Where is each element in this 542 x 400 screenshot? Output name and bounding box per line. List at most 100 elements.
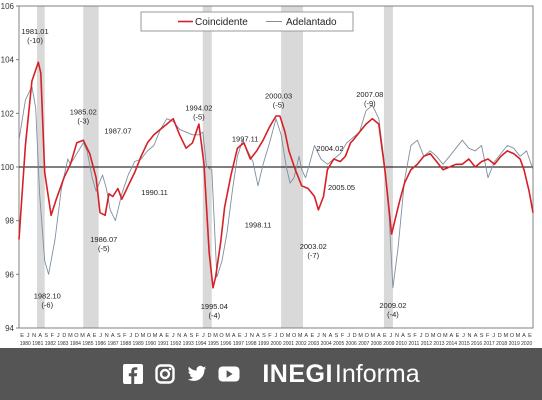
annotation-text: 1998.11 [245,220,272,229]
x-month-label: M [213,333,218,339]
x-month-label: M [80,333,85,339]
annotation-text: 1986.07 [90,235,117,244]
annotation-8: 1995.04(-4) [201,302,228,320]
x-month-label: E [93,333,97,339]
x-month-label: A [377,333,381,339]
annotation-11: 2004.02 [316,144,343,153]
x-month-label: A [256,333,260,339]
x-year-label: 2004 [321,341,332,347]
x-year-label: 1997 [233,341,244,347]
x-month-label: O [147,333,152,339]
annotation-text: 2000.03 [265,92,292,101]
x-month-label: M [516,333,521,339]
brand-logo[interactable]: INEGI Informa [262,360,419,389]
annotation-12: 2003.02(-7) [300,242,327,260]
x-month-label: O [365,333,370,339]
facebook-icon[interactable] [122,363,144,385]
legend-box [140,11,354,32]
annotation-text: 1994.02 [185,104,212,113]
x-month-label: O [219,333,224,339]
x-month-label: F [341,333,345,339]
x-month-label: J [27,333,30,339]
x-year-label: 1984 [70,341,81,347]
annotation-text: (-6) [41,300,53,309]
x-month-label: S [262,333,266,339]
x-month-label: F [413,333,417,339]
twitter-icon[interactable] [186,363,208,385]
x-month-label: A [111,333,115,339]
x-month-label: O [437,333,442,339]
annotation-3: 1987.07 [104,126,131,135]
x-year-label: 2002 [296,341,307,347]
x-year-label: 1993 [183,341,194,347]
x-year-label: 2019 [509,341,520,347]
x-year-label: 1999 [258,341,269,347]
x-month-label: A [304,333,308,339]
y-tick-label-4: 102 [1,109,15,118]
x-year-label: 2012 [421,341,432,347]
x-year-label: 1994 [195,341,206,347]
x-month-label: E [383,333,387,339]
x-month-label: F [486,333,490,339]
x-year-label: 2008 [371,341,382,347]
x-month-label: A [87,333,91,339]
annotation-text: 1987.07 [104,126,131,135]
x-year-label: 1991 [158,341,169,347]
y-tick-label-5: 104 [1,56,15,65]
legend-label-coincidente: Coincidente [195,17,248,28]
x-month-label: J [390,333,393,339]
x-month-label: A [522,333,526,339]
annotation-text: (-9) [364,99,376,108]
x-month-label: S [480,333,484,339]
x-year-label: 1988 [120,341,131,347]
x-month-label: M [225,333,230,339]
x-year-label: 2013 [433,341,444,347]
x-year-label: 2007 [358,341,369,347]
x-month-label: N [468,333,472,339]
instagram-icon[interactable] [154,363,176,385]
x-month-label: J [172,333,175,339]
x-month-label: A [329,333,333,339]
x-year-label: 1989 [133,341,144,347]
x-year-label: 2000 [270,341,281,347]
annotation-text: 1982.10 [34,291,61,300]
series-line-coincidente [18,61,534,289]
x-month-label: J [420,333,423,339]
x-year-label: 2017 [484,341,495,347]
x-month-label: M [68,333,73,339]
annotation-text: (-3) [77,117,89,126]
x-month-label: J [129,333,132,339]
x-year-label: 1986 [95,341,106,347]
x-year-label: 2015 [458,341,469,347]
brand-light-text: Informa [334,359,420,388]
line-chart: 94 96 98 100 102 104 106 1981.01(-10) 1982.10(-6… [1,2,534,347]
x-month-label: O [510,333,515,339]
youtube-icon[interactable] [218,363,240,385]
x-month-label: E [456,333,460,339]
x-month-label: S [335,333,339,339]
x-month-label: M [141,333,146,339]
x-year-label: 1981 [32,341,43,347]
x-year-label: 1982 [45,341,56,347]
x-month-label: A [159,333,163,339]
x-month-label: N [250,333,254,339]
x-month-label: F [268,333,272,339]
x-year-label: 1980 [20,341,31,347]
x-month-label: O [74,333,79,339]
annotation-text: (-7) [307,251,319,260]
x-year-label: 2006 [346,341,357,347]
annotation-10: 2000.03(-5) [265,92,292,110]
x-month-label: F [196,333,200,339]
x-month-label: F [123,333,127,339]
x-month-label: D [207,333,211,339]
x-year-label: 2003 [308,341,319,347]
annotation-text: 2009.02 [379,301,406,310]
x-year-label: 2010 [396,341,407,347]
x-month-label: M [286,333,291,339]
annotation-text: 2004.02 [316,144,343,153]
x-year-label: 2009 [383,341,394,347]
annotation-text: (-4) [387,310,399,319]
annotation-text: 2007.08 [356,90,383,99]
x-month-label: D [62,333,66,339]
